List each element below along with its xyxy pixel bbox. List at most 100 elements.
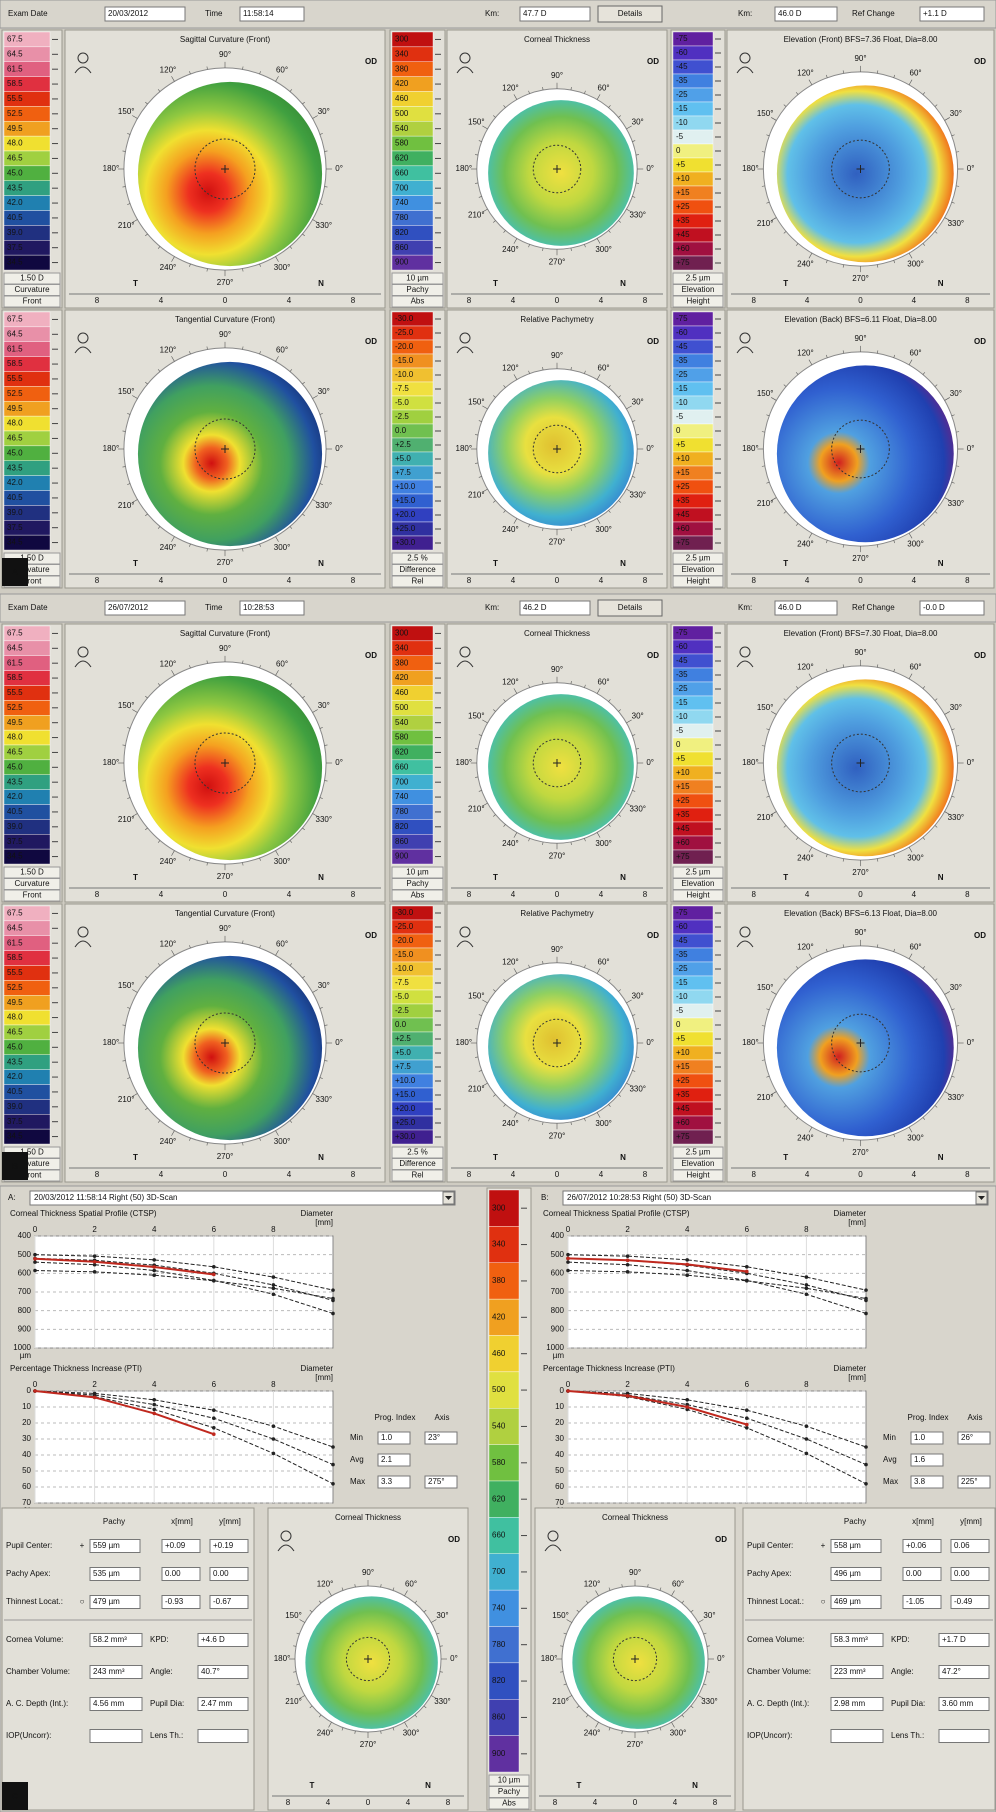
angle-label: 240°: [160, 543, 177, 552]
x-tick-label: 8: [95, 296, 100, 305]
temporal-label: T: [783, 559, 788, 568]
series-point: [272, 1452, 276, 1456]
y-tick-label: 60: [22, 1482, 31, 1491]
scale-value: +35: [676, 810, 690, 819]
angle-label: 0°: [335, 758, 343, 767]
volume-value: 4.56 mm: [93, 1699, 124, 1708]
angle-label: 30°: [632, 712, 644, 721]
prog-axis: 275°: [428, 1477, 445, 1486]
scale-value: 64.5: [7, 49, 23, 58]
series-point: [685, 1398, 689, 1402]
angle-label: 90°: [854, 54, 866, 63]
scale-value: 55.5: [7, 688, 23, 697]
nasal-label: N: [318, 873, 324, 882]
angle-label: 330°: [948, 499, 965, 508]
volume-value-box: [831, 1730, 883, 1743]
angle-label: 240°: [584, 1729, 601, 1738]
scale-value: +2.5: [395, 440, 411, 449]
exam-date: 26/07/2012: [108, 603, 149, 612]
scale-value: +60: [676, 1118, 690, 1127]
x-tick-label: 0: [858, 1170, 863, 1179]
series-point: [745, 1423, 749, 1427]
scale-value: 300: [395, 35, 409, 44]
angle-label: 240°: [502, 839, 519, 848]
angle-label: 240°: [160, 263, 177, 272]
scale-value: -45: [676, 62, 688, 71]
x-axis-label: Diameter: [301, 1209, 334, 1218]
angle-label: 180°: [103, 164, 120, 173]
angle-label: 90°: [629, 1568, 641, 1577]
series-point: [212, 1432, 216, 1436]
temporal-label: T: [493, 279, 498, 288]
scale-value: 380: [395, 658, 409, 667]
scale-value: 61.5: [7, 344, 23, 353]
angle-label: 150°: [468, 992, 485, 1001]
angle-label: 30°: [703, 1611, 715, 1620]
series-point: [93, 1270, 97, 1274]
angle-label: 330°: [701, 1697, 718, 1706]
scale-value: 660: [395, 762, 409, 771]
series-point: [152, 1412, 156, 1416]
scale-value: 820: [492, 1676, 506, 1685]
series-point: [805, 1283, 809, 1287]
scale-value: 380: [395, 64, 409, 73]
eye-label: OD: [974, 337, 986, 346]
series-point: [805, 1292, 809, 1296]
angle-label: 270°: [549, 537, 566, 546]
angle-label: 240°: [797, 539, 814, 548]
table-header: y[mm]: [219, 1517, 241, 1526]
scale-value: 48.0: [7, 1013, 23, 1022]
series-point: [566, 1260, 570, 1264]
scale-value: -60: [676, 922, 688, 931]
angle-label: 300°: [403, 1729, 420, 1738]
scale-value: -35: [676, 950, 688, 959]
x-tick-label: 4: [805, 1170, 810, 1179]
x-tick-label: 4: [511, 1170, 516, 1179]
series-point: [745, 1408, 749, 1412]
scale-value: -10: [676, 398, 688, 407]
angle-label: 240°: [502, 525, 519, 534]
map-surface: [305, 1596, 437, 1728]
angle-label: 30°: [950, 703, 962, 712]
x-tick-label: 8: [351, 576, 356, 585]
map-title: Sagittal Curvature (Front): [180, 35, 271, 44]
volume-label: IOP(Uncorr):: [747, 1731, 792, 1740]
angle-label: 240°: [502, 245, 519, 254]
angle-label: 210°: [468, 491, 485, 500]
scale-value: +45: [676, 230, 690, 239]
scale-value: -20.0: [395, 342, 414, 351]
scale-value: 0: [676, 1020, 681, 1029]
x-tick-label: 4: [673, 1798, 678, 1807]
scale-value: 340: [492, 1240, 506, 1249]
volume-value: +4.6 D: [201, 1635, 225, 1644]
prog-header: Axis: [434, 1413, 449, 1422]
prog-header: Prog. Index: [375, 1413, 416, 1422]
scale-value: 46.5: [7, 434, 23, 443]
angle-label: 240°: [797, 259, 814, 268]
angle-label: 210°: [757, 219, 774, 228]
y-tick-label: 10: [22, 1402, 31, 1411]
scale-value: 620: [395, 154, 409, 163]
scale-value: +35: [676, 1090, 690, 1099]
series-point: [745, 1270, 749, 1274]
series-point: [805, 1424, 809, 1428]
table-header: Pachy: [844, 1517, 866, 1526]
header-label: Exam Date: [8, 603, 48, 612]
angle-label: 300°: [907, 539, 924, 548]
scale-value: 340: [395, 49, 409, 58]
series-point: [331, 1445, 335, 1449]
scale-value: 45.0: [7, 762, 23, 771]
map-title: Corneal Thickness: [524, 629, 590, 638]
scale-value: -15.0: [395, 950, 414, 959]
header-label: Km:: [738, 603, 752, 612]
scale-value: +15: [676, 1062, 690, 1071]
scale-value: 42.0: [7, 792, 23, 801]
map-title: Elevation (Back) BFS=6.11 Float, Dia=8.0…: [784, 315, 937, 324]
scale-value: 37.5: [7, 837, 23, 846]
x-tick-label: 4: [326, 1798, 331, 1807]
scale-value: 67.5: [7, 909, 23, 918]
nasal-label: N: [620, 1153, 626, 1162]
scale-value: 45.0: [7, 448, 23, 457]
eye-label: OD: [365, 337, 377, 346]
x-tick-label: 8: [643, 296, 648, 305]
